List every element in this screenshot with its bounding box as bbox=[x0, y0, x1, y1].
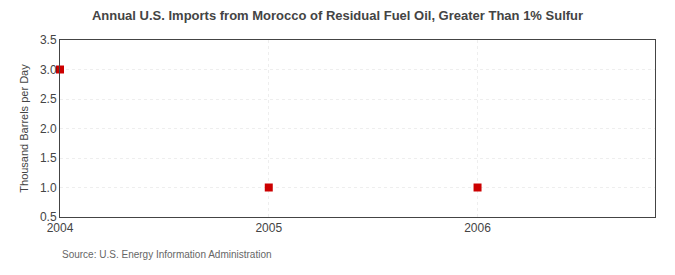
svg-text:2006: 2006 bbox=[464, 221, 491, 235]
svg-text:1.0: 1.0 bbox=[40, 181, 57, 195]
svg-text:2.0: 2.0 bbox=[40, 122, 57, 136]
svg-text:Annual U.S. Imports from Moroc: Annual U.S. Imports from Morocco of Resi… bbox=[92, 8, 583, 23]
svg-text:3.5: 3.5 bbox=[40, 33, 57, 47]
svg-text:2004: 2004 bbox=[47, 221, 74, 235]
svg-text:0.5: 0.5 bbox=[40, 210, 57, 224]
svg-text:Source: U.S. Energy Informatio: Source: U.S. Energy Information Administ… bbox=[62, 249, 272, 260]
svg-text:3.0: 3.0 bbox=[40, 63, 57, 77]
svg-text:1.5: 1.5 bbox=[40, 151, 57, 165]
svg-text:Thousand Barrels per Day: Thousand Barrels per Day bbox=[18, 64, 30, 193]
svg-text:2.5: 2.5 bbox=[40, 92, 57, 106]
svg-text:2005: 2005 bbox=[255, 221, 282, 235]
